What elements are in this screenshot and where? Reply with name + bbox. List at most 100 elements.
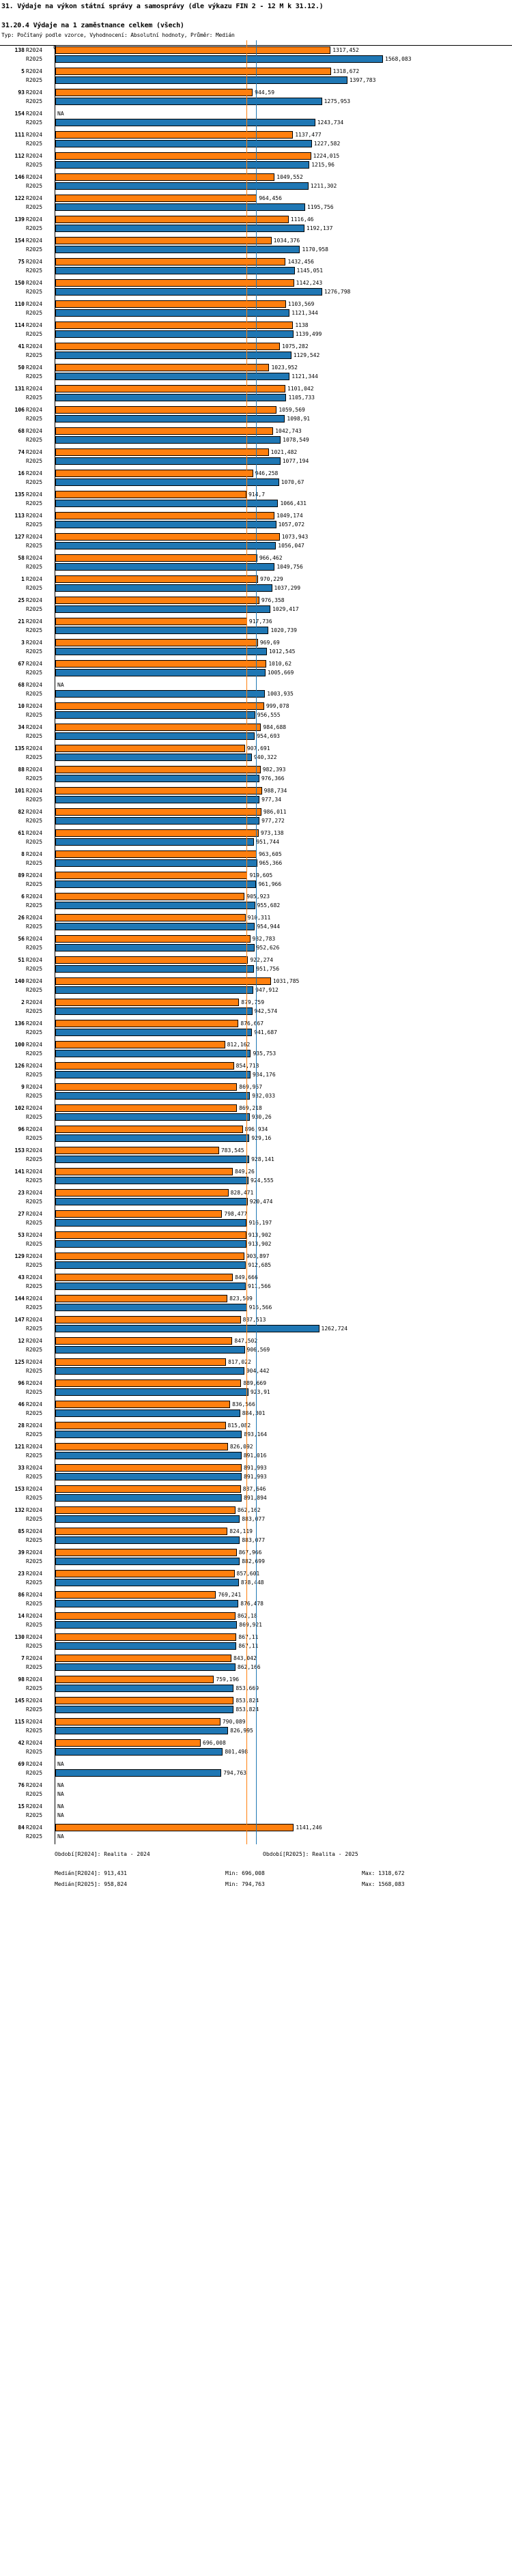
- bar-r2025[interactable]: [55, 1473, 242, 1480]
- bar-r2025[interactable]: [55, 584, 272, 592]
- bar-r2025[interactable]: [55, 1769, 222, 1777]
- bar-r2025[interactable]: [55, 1050, 251, 1057]
- bar-r2024[interactable]: [55, 1104, 238, 1112]
- bar-r2025[interactable]: [55, 1600, 239, 1607]
- bar-r2024[interactable]: [55, 1570, 235, 1577]
- bar-r2025[interactable]: [55, 1536, 240, 1544]
- bar-r2024[interactable]: [55, 1485, 241, 1493]
- bar-r2024[interactable]: [55, 1189, 229, 1197]
- bar-r2025[interactable]: [55, 1283, 246, 1290]
- bar-r2025[interactable]: [55, 838, 255, 846]
- bar-r2024[interactable]: [55, 1126, 243, 1133]
- bar-r2024[interactable]: [55, 1062, 234, 1070]
- bar-r2024[interactable]: [55, 470, 253, 477]
- bar-r2025[interactable]: [55, 1579, 239, 1586]
- bar-r2025[interactable]: [55, 1748, 223, 1756]
- bar-r2025[interactable]: [55, 1621, 238, 1629]
- bar-r2024[interactable]: [55, 195, 257, 202]
- bar-r2024[interactable]: [55, 152, 311, 160]
- bar-r2025[interactable]: [55, 859, 257, 867]
- bar-r2024[interactable]: [55, 1083, 238, 1091]
- bar-r2024[interactable]: [55, 1591, 216, 1599]
- bar-r2025[interactable]: [55, 246, 300, 253]
- bar-r2025[interactable]: [55, 754, 252, 761]
- bar-r2025[interactable]: [55, 267, 295, 274]
- bar-r2025[interactable]: [55, 394, 287, 401]
- bar-r2025[interactable]: [55, 1727, 229, 1734]
- bar-r2025[interactable]: [55, 669, 266, 676]
- bar-r2025[interactable]: [55, 711, 255, 719]
- bar-r2025[interactable]: [55, 1388, 248, 1396]
- bar-r2025[interactable]: [55, 182, 309, 190]
- bar-r2025[interactable]: [55, 796, 260, 803]
- bar-r2024[interactable]: [55, 1401, 231, 1408]
- bar-r2025[interactable]: [55, 1092, 251, 1100]
- bar-r2024[interactable]: [55, 977, 271, 985]
- bar-r2024[interactable]: [55, 448, 269, 456]
- bar-r2024[interactable]: [55, 533, 280, 541]
- bar-r2024[interactable]: [55, 216, 289, 223]
- bar-r2025[interactable]: [55, 1134, 250, 1142]
- bar-r2025[interactable]: [55, 352, 291, 359]
- bar-r2024[interactable]: [55, 575, 258, 583]
- bar-r2024[interactable]: [55, 935, 251, 943]
- bar-r2024[interactable]: [55, 829, 259, 837]
- bar-r2024[interactable]: [55, 300, 286, 308]
- bar-r2025[interactable]: [55, 330, 294, 338]
- bar-r2025[interactable]: [55, 1240, 246, 1248]
- bar-r2025[interactable]: [55, 944, 255, 951]
- bar-r2024[interactable]: [55, 1655, 232, 1662]
- bar-r2025[interactable]: [55, 627, 269, 634]
- bar-r2025[interactable]: [55, 457, 281, 465]
- bar-r2024[interactable]: [55, 427, 274, 435]
- bar-r2024[interactable]: [55, 639, 258, 646]
- bar-r2024[interactable]: [55, 1295, 228, 1302]
- bar-r2024[interactable]: [55, 1739, 201, 1747]
- bar-r2024[interactable]: [55, 1676, 214, 1683]
- bar-r2024[interactable]: [55, 850, 257, 858]
- bar-r2025[interactable]: [55, 1706, 234, 1713]
- bar-r2024[interactable]: [55, 1506, 236, 1514]
- bar-r2024[interactable]: [55, 1443, 228, 1450]
- bar-r2024[interactable]: [55, 893, 245, 900]
- bar-r2024[interactable]: [55, 279, 294, 287]
- bar-r2025[interactable]: [55, 542, 276, 549]
- bar-r2025[interactable]: [55, 1685, 234, 1692]
- bar-r2024[interactable]: [55, 1464, 242, 1472]
- bar-r2024[interactable]: [55, 385, 286, 392]
- bar-r2025[interactable]: [55, 1346, 245, 1354]
- bar-r2025[interactable]: [55, 1071, 251, 1078]
- bar-r2025[interactable]: [55, 1198, 248, 1205]
- bar-r2024[interactable]: [55, 1231, 246, 1239]
- bar-r2025[interactable]: [55, 1177, 248, 1184]
- bar-r2025[interactable]: [55, 648, 267, 655]
- bar-r2024[interactable]: [55, 343, 281, 350]
- bar-r2024[interactable]: [55, 173, 275, 181]
- bar-r2025[interactable]: [55, 203, 306, 211]
- bar-r2024[interactable]: [55, 1528, 228, 1535]
- bar-r2025[interactable]: [55, 1431, 242, 1438]
- bar-r2025[interactable]: [55, 563, 275, 571]
- bar-r2024[interactable]: [55, 1041, 225, 1048]
- bar-r2025[interactable]: [55, 1261, 246, 1269]
- bar-r2024[interactable]: [55, 46, 331, 54]
- bar-r2024[interactable]: [55, 1633, 237, 1641]
- bar-r2025[interactable]: [55, 478, 279, 486]
- bar-r2025[interactable]: [55, 965, 255, 973]
- bar-r2025[interactable]: [55, 902, 255, 909]
- bar-r2024[interactable]: [55, 1253, 244, 1260]
- bar-r2025[interactable]: [55, 1219, 247, 1227]
- bar-r2024[interactable]: [55, 745, 245, 752]
- bar-r2024[interactable]: [55, 956, 248, 964]
- bar-r2025[interactable]: [55, 436, 281, 444]
- bar-r2024[interactable]: [55, 1358, 227, 1366]
- bar-r2024[interactable]: [55, 618, 247, 625]
- bar-r2025[interactable]: [55, 225, 304, 232]
- bar-r2024[interactable]: [55, 914, 246, 921]
- bar-r2025[interactable]: [55, 1325, 319, 1332]
- bar-r2025[interactable]: [55, 55, 383, 63]
- bar-r2025[interactable]: [55, 605, 271, 613]
- bar-r2024[interactable]: [55, 1168, 233, 1175]
- bar-r2024[interactable]: [55, 364, 270, 371]
- bar-r2025[interactable]: [55, 1494, 242, 1502]
